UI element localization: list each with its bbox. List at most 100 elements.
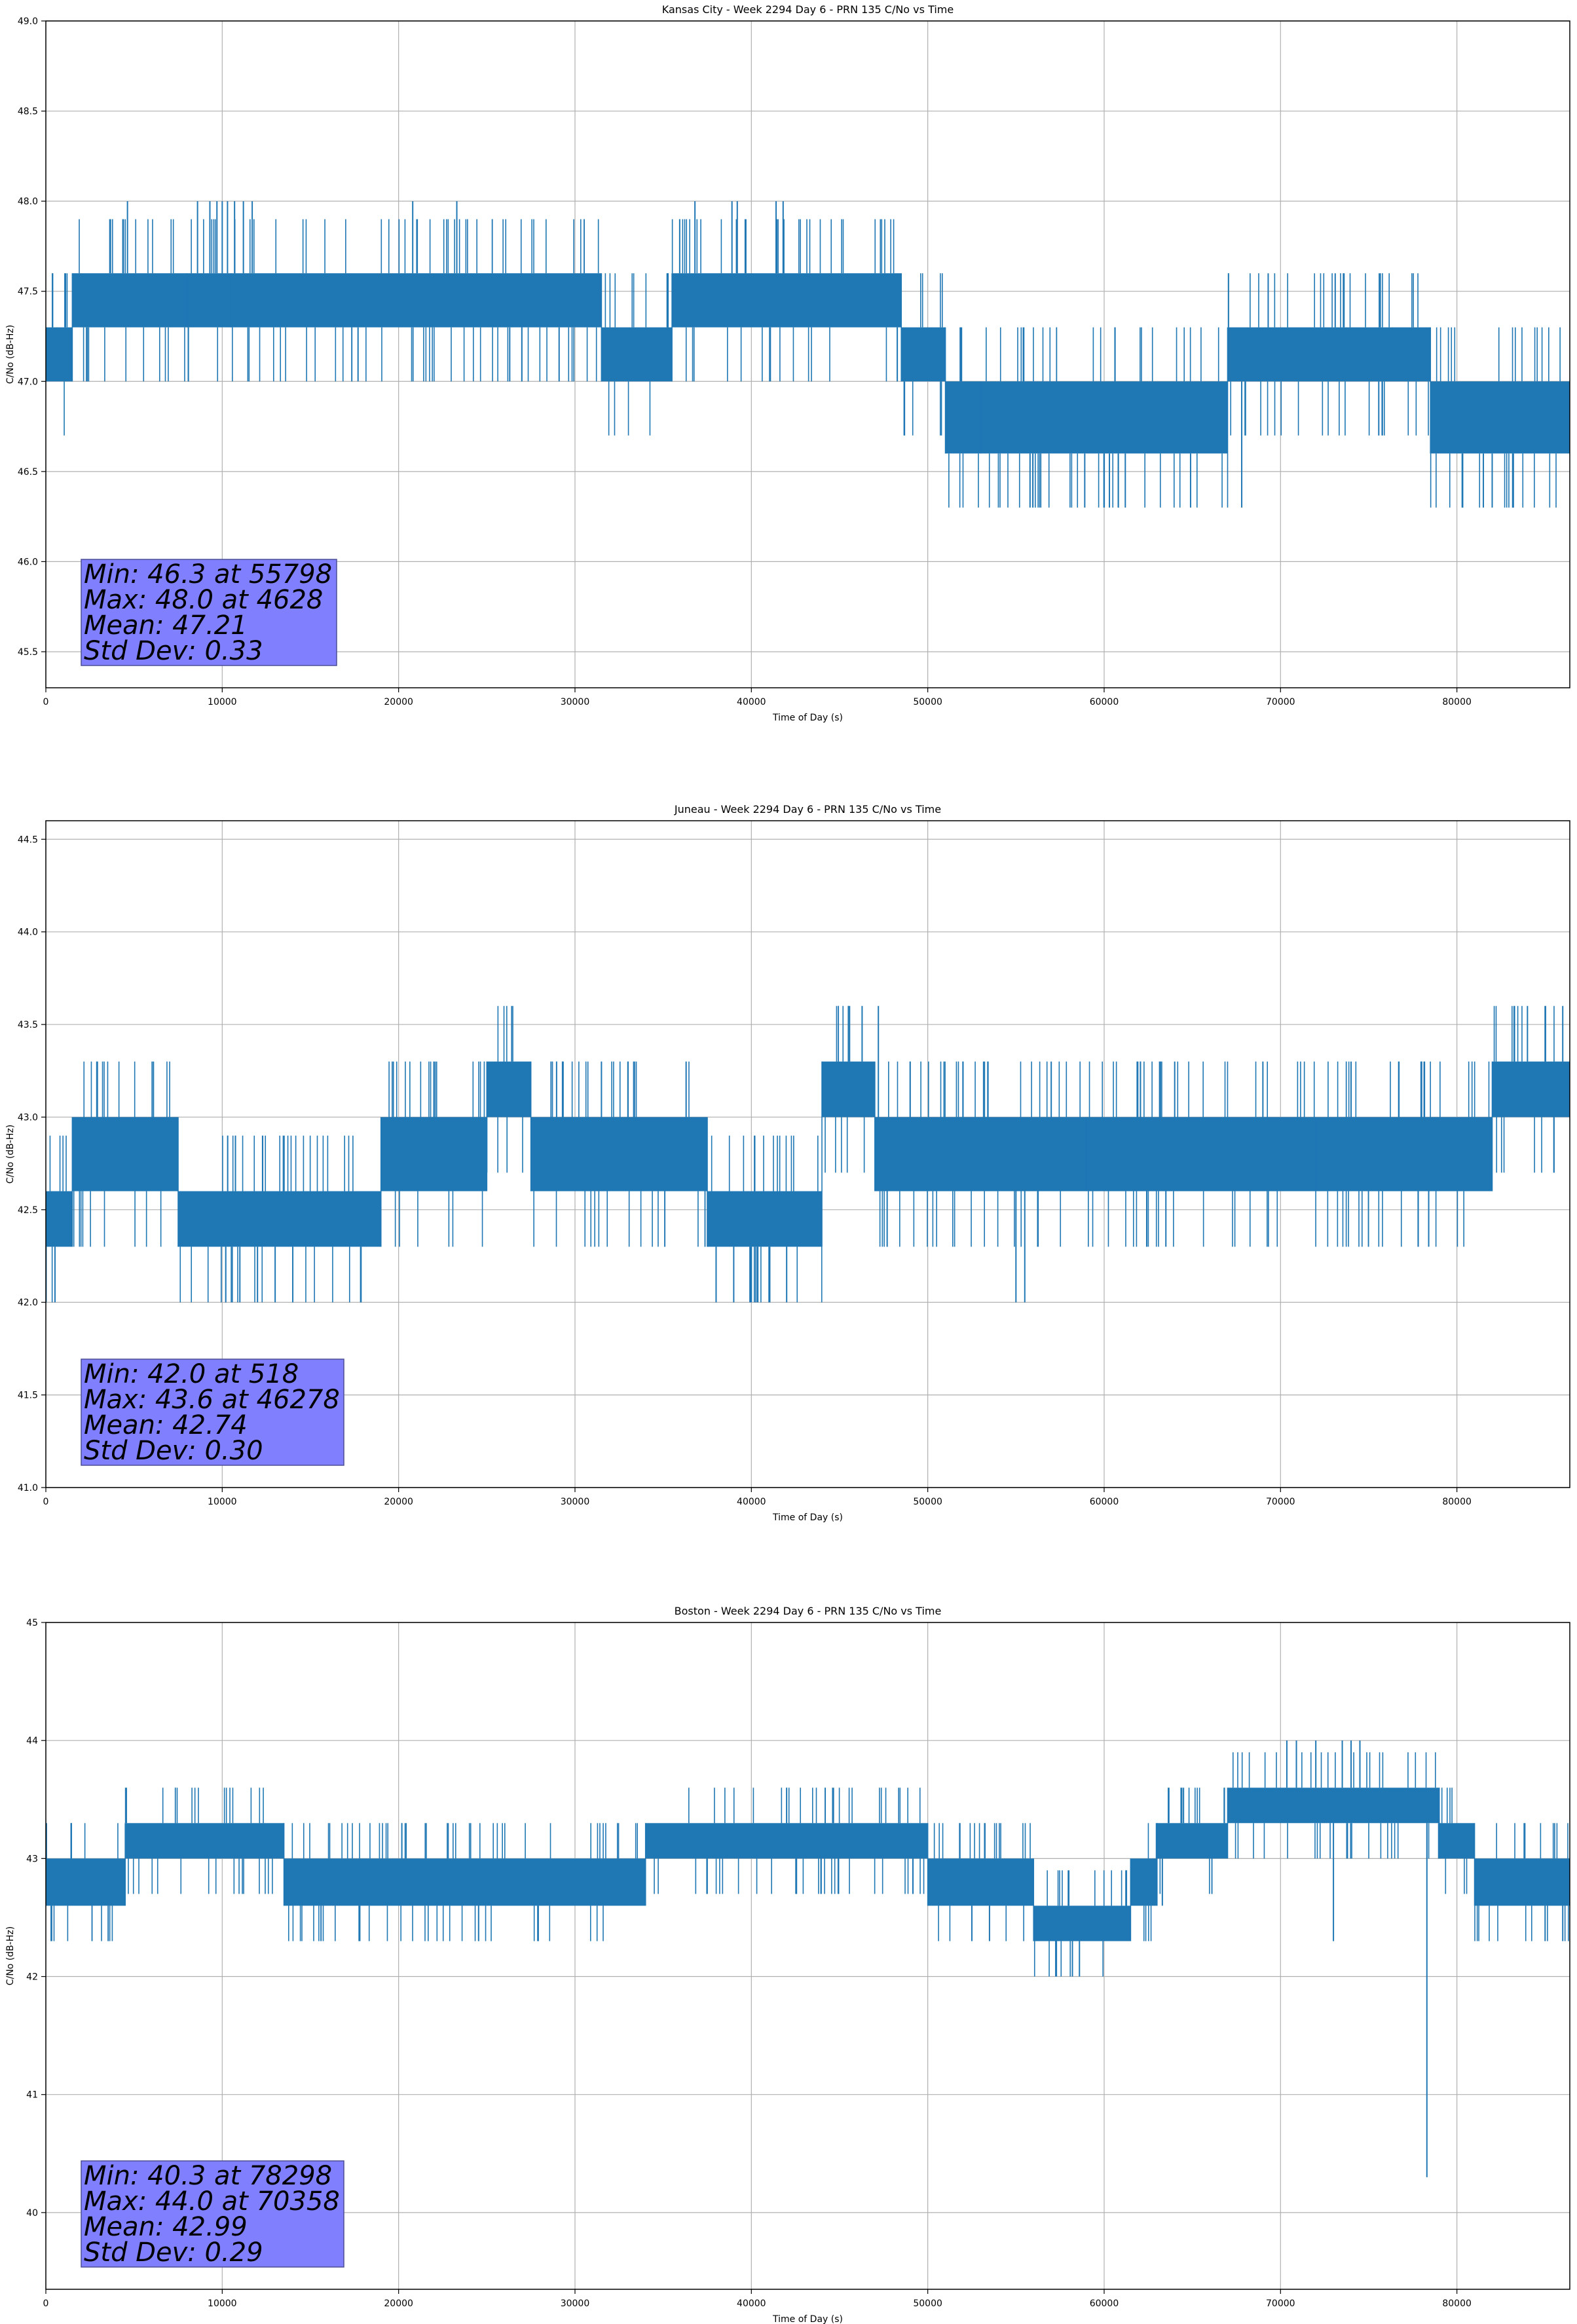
y-tick-label: 48.0 bbox=[18, 197, 38, 207]
series-band bbox=[1130, 1858, 1157, 1906]
series-band bbox=[874, 1117, 1087, 1191]
y-tick-label: 40 bbox=[26, 2208, 38, 2219]
x-axis-label: Time of Day (s) bbox=[772, 713, 843, 723]
x-tick-label: 60000 bbox=[1090, 1497, 1119, 1507]
stats-line: Mean: 42.99 bbox=[84, 2212, 248, 2242]
y-tick-label: 44 bbox=[26, 1736, 38, 1746]
series-band bbox=[231, 273, 523, 328]
series-band bbox=[72, 1117, 178, 1191]
x-axis-label: Time of Day (s) bbox=[772, 2314, 843, 2324]
series-band bbox=[645, 1823, 928, 1859]
x-tick-label: 0 bbox=[43, 697, 49, 707]
y-axis-label: C/No (dB-Hz) bbox=[5, 325, 16, 384]
x-axis-label: Time of Day (s) bbox=[772, 1512, 843, 1523]
stats-line: Max: 48.0 at 4628 bbox=[84, 585, 323, 615]
stats-line: Std Dev: 0.29 bbox=[84, 2238, 263, 2268]
y-tick-label: 43.5 bbox=[18, 1020, 38, 1030]
y-axis-label: C/No (dB-Hz) bbox=[5, 1125, 16, 1184]
x-tick-label: 30000 bbox=[561, 697, 590, 707]
x-tick-label: 80000 bbox=[1442, 697, 1472, 707]
series-band bbox=[1086, 1117, 1316, 1191]
x-tick-label: 50000 bbox=[913, 2298, 942, 2309]
stats-line: Max: 44.0 at 70358 bbox=[84, 2186, 340, 2217]
x-tick-label: 20000 bbox=[384, 697, 413, 707]
y-tick-label: 49.0 bbox=[18, 16, 38, 27]
y-tick-label: 43.0 bbox=[18, 1112, 38, 1123]
stats-line: Mean: 47.21 bbox=[84, 610, 248, 641]
chart-kansas-city: 0 10000 20000 30000 40000 50000 60000 70000 8000… bbox=[5, 3, 1570, 723]
series-band bbox=[522, 273, 602, 328]
series-band bbox=[487, 1061, 531, 1117]
y-tick-label: 41 bbox=[26, 2090, 38, 2101]
x-tick-label: 50000 bbox=[913, 1497, 942, 1507]
x-tick-label: 40000 bbox=[737, 1497, 766, 1507]
series-band bbox=[1439, 1823, 1475, 1859]
x-tick-label: 10000 bbox=[208, 697, 237, 707]
y-tick-label: 42 bbox=[26, 1972, 38, 1983]
x-tick-label: 50000 bbox=[913, 697, 942, 707]
series-band bbox=[822, 1061, 875, 1117]
x-tick-label: 0 bbox=[43, 1497, 49, 1507]
y-tick-label: 47.5 bbox=[18, 287, 38, 297]
series-band bbox=[1157, 1823, 1228, 1859]
series-band bbox=[1474, 1858, 1570, 1906]
series-band bbox=[187, 273, 231, 328]
series-band bbox=[1227, 327, 1431, 382]
series-band bbox=[46, 1858, 126, 1906]
x-tick-label: 70000 bbox=[1266, 697, 1295, 707]
series-band bbox=[980, 381, 1228, 454]
tick-labels: 0 10000 20000 30000 40000 50000 60000 70000 8000… bbox=[18, 834, 1472, 1507]
y-tick-label: 45 bbox=[26, 1618, 38, 1628]
series-band bbox=[380, 1117, 487, 1191]
y-axis-label: C/No (dB-Hz) bbox=[5, 1926, 16, 1985]
series-cno bbox=[46, 1740, 1570, 2177]
stats-line: Mean: 42.74 bbox=[84, 1410, 248, 1440]
chart-juneau: 0 10000 20000 30000 40000 50000 60000 70000 8000… bbox=[5, 803, 1570, 1523]
y-tick-label: 42.0 bbox=[18, 1298, 38, 1308]
y-tick-label: 47.0 bbox=[18, 377, 38, 387]
x-tick-label: 30000 bbox=[561, 2298, 590, 2309]
series-band bbox=[72, 273, 187, 328]
chart-title: Boston - Week 2294 Day 6 - PRN 135 C/No … bbox=[675, 1605, 942, 1617]
stats-line: Std Dev: 0.30 bbox=[84, 1436, 263, 1466]
x-tick-label: 10000 bbox=[208, 1497, 237, 1507]
series-band bbox=[46, 1191, 73, 1247]
tick-labels: 0 10000 20000 30000 40000 50000 60000 70000 8000… bbox=[18, 16, 1472, 707]
series-band bbox=[177, 1191, 381, 1247]
x-tick-label: 40000 bbox=[737, 2298, 766, 2309]
y-tick-label: 41.5 bbox=[18, 1391, 38, 1401]
chart-boston: 0 10000 20000 30000 40000 50000 60000 70000 8000… bbox=[5, 1605, 1570, 2324]
y-tick-label: 46.0 bbox=[18, 557, 38, 567]
series-band bbox=[1227, 1788, 1439, 1824]
x-tick-label: 30000 bbox=[561, 1497, 590, 1507]
x-tick-label: 70000 bbox=[1266, 2298, 1295, 2309]
series-band bbox=[125, 1823, 284, 1859]
series-band bbox=[672, 273, 902, 328]
stats-line: Min: 40.3 at 78298 bbox=[84, 2161, 332, 2191]
x-tick-label: 0 bbox=[43, 2298, 49, 2309]
x-tick-label: 80000 bbox=[1442, 1497, 1472, 1507]
chart-title: Kansas City - Week 2294 Day 6 - PRN 135 … bbox=[662, 3, 954, 16]
series-band bbox=[601, 327, 673, 382]
series-band bbox=[530, 1117, 707, 1191]
plot-frame bbox=[45, 820, 1570, 1488]
series-cno bbox=[46, 1005, 1570, 1303]
x-tick-label: 20000 bbox=[384, 2298, 413, 2309]
x-tick-label: 80000 bbox=[1442, 2298, 1472, 2309]
series-band bbox=[707, 1191, 823, 1247]
series-cno bbox=[46, 201, 1570, 508]
series-band bbox=[1492, 1061, 1570, 1117]
series-band bbox=[1316, 1117, 1493, 1191]
x-tick-label: 60000 bbox=[1090, 2298, 1119, 2309]
series-band bbox=[927, 1858, 1034, 1906]
stats-line: Min: 46.3 at 55798 bbox=[84, 559, 332, 590]
x-tick-label: 40000 bbox=[737, 697, 766, 707]
series-band bbox=[46, 327, 73, 382]
y-tick-label: 44.5 bbox=[18, 834, 38, 845]
series-band bbox=[1430, 381, 1570, 454]
series-band bbox=[284, 1858, 646, 1906]
